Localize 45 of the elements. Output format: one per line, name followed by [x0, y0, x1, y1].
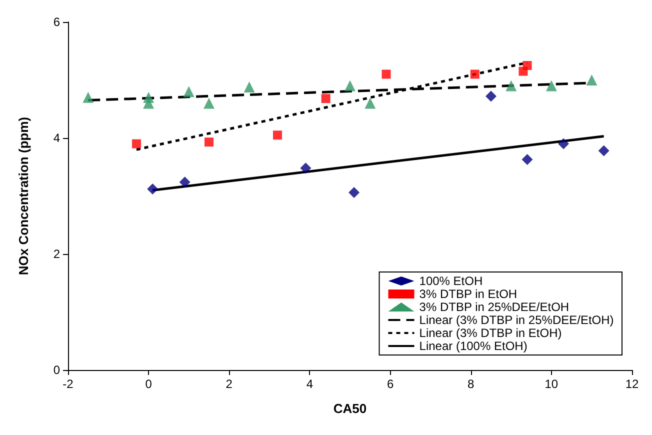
point [179, 176, 190, 188]
legend-label: Linear (3% DTBP in EtOH) [419, 326, 562, 340]
point [204, 98, 214, 109]
point [82, 92, 94, 103]
point [546, 80, 557, 92]
x-tick-label: -2 [62, 377, 74, 391]
legend-label: Linear (100% EtOH) [419, 339, 528, 353]
x-tick-label: 12 [625, 377, 639, 391]
point [183, 86, 194, 98]
point [586, 74, 598, 86]
point [132, 139, 141, 148]
point [143, 98, 154, 109]
point [470, 70, 480, 79]
y-tick-label: 4 [53, 131, 60, 145]
point [486, 90, 496, 102]
point [522, 154, 533, 165]
point [364, 98, 376, 109]
y-tick-label: 2 [53, 247, 60, 261]
point [382, 70, 391, 79]
point [506, 80, 517, 92]
point [344, 80, 356, 92]
legend-label: 3% DTBP in EtOH [419, 287, 518, 301]
x-tick-label: 4 [306, 377, 314, 391]
x-tick-label: 8 [468, 377, 475, 391]
y-tick-label: 6 [53, 15, 60, 29]
point [272, 130, 282, 140]
point [204, 138, 214, 147]
legend-label: Linear (3% DTBP in 25%DEE/EtOH) [419, 313, 614, 327]
legend-label: 100% EtOH [419, 274, 483, 288]
y-tick-label: 0 [53, 363, 60, 377]
point [147, 184, 158, 195]
x-tick-label: 10 [544, 377, 558, 391]
point [598, 145, 610, 156]
point [558, 138, 570, 150]
x-tick-label: 0 [145, 377, 152, 391]
y-axis-title: NOx Concentration (ppm) [16, 116, 31, 276]
point [522, 61, 532, 70]
x-tick-label: 2 [226, 377, 233, 391]
point [321, 94, 330, 104]
x-axis-title: CA50 [333, 401, 367, 416]
point [244, 81, 255, 92]
point [348, 187, 360, 198]
x-tick-label: 6 [386, 377, 394, 391]
point [300, 162, 312, 174]
legend-label: 3% DTBP in 25%DEE/EtOH [419, 300, 570, 314]
